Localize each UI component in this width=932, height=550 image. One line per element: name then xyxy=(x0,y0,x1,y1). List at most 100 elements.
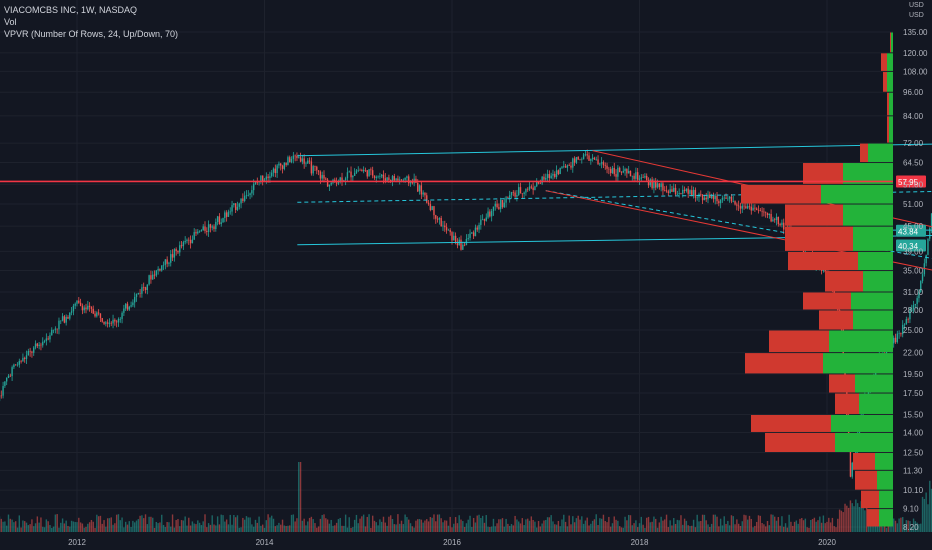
candle xyxy=(766,212,769,216)
volume-bar xyxy=(319,518,322,532)
candle xyxy=(550,175,552,179)
y-tick-label: 45.00 xyxy=(903,222,924,231)
candle xyxy=(316,166,318,171)
volume-bar xyxy=(703,514,706,532)
volume-bar xyxy=(530,516,533,532)
candle xyxy=(662,183,664,191)
candle xyxy=(272,168,275,173)
volume-bar xyxy=(853,506,855,532)
candle xyxy=(173,249,176,258)
volume-bar xyxy=(40,517,42,532)
volume-bar xyxy=(139,515,141,532)
candle xyxy=(453,235,455,241)
volume-bar xyxy=(750,518,752,532)
candle xyxy=(307,160,309,164)
candle xyxy=(364,169,367,171)
volume-bar xyxy=(754,525,756,532)
y-tick-label: 14.00 xyxy=(903,428,924,437)
volume-bar xyxy=(660,516,662,532)
candle xyxy=(737,205,740,207)
axis-unit-label: USD xyxy=(909,12,924,19)
volume-bar xyxy=(856,503,859,532)
candle xyxy=(476,227,478,230)
volume-bar xyxy=(716,516,718,532)
volume-bar xyxy=(784,523,787,532)
volume-bar xyxy=(225,519,228,532)
volume-bar xyxy=(74,521,76,532)
candle xyxy=(224,212,226,219)
volume-bar xyxy=(9,518,11,532)
candle xyxy=(667,191,670,193)
volume-bar xyxy=(795,520,798,532)
volume-bar xyxy=(914,521,917,532)
symbol-title[interactable]: VIACOMCBS INC, 1W, NASDAQ xyxy=(4,5,138,15)
vpvr-indicator-label[interactable]: VPVR (Number Of Rows, 24, Up/Down, 70) xyxy=(4,29,179,39)
vpvr-down-bar xyxy=(741,184,821,204)
volume-bar xyxy=(379,519,381,532)
volume-indicator-label[interactable]: Vol xyxy=(4,17,17,27)
volume-bar xyxy=(817,520,819,532)
candle xyxy=(79,302,82,306)
candle xyxy=(481,219,484,220)
candle xyxy=(69,312,71,319)
candle xyxy=(851,462,853,477)
volume-bar xyxy=(557,520,560,532)
volume-bar xyxy=(382,516,385,532)
candle xyxy=(824,268,826,272)
candle xyxy=(514,192,516,197)
candle xyxy=(581,159,583,161)
price-label-bg xyxy=(896,224,926,237)
candle xyxy=(568,165,570,166)
candle xyxy=(101,318,103,322)
candle xyxy=(56,328,58,330)
candle xyxy=(188,239,190,241)
candle xyxy=(175,249,177,252)
candle xyxy=(739,206,742,209)
volume-bar xyxy=(404,514,406,532)
candle xyxy=(781,222,783,226)
candle xyxy=(536,181,538,187)
x-axis[interactable]: 201220142016201820202022202420262028 xyxy=(68,538,932,547)
candle xyxy=(627,170,630,174)
volume-bar xyxy=(63,523,66,532)
volume-bar xyxy=(61,518,64,532)
candle xyxy=(110,322,112,324)
price-label: 40.34 xyxy=(898,242,919,251)
volume-bar xyxy=(846,505,848,532)
volume-bar xyxy=(281,519,284,532)
volume-bar xyxy=(402,524,405,532)
volume-bar xyxy=(7,514,10,532)
candle xyxy=(121,312,123,319)
volume-bar xyxy=(629,515,632,532)
volume-bar xyxy=(133,522,136,532)
volume-bar xyxy=(582,523,585,532)
volume-bar xyxy=(665,514,668,532)
volume-bar xyxy=(775,520,778,532)
candle xyxy=(719,199,722,204)
candle xyxy=(505,197,507,203)
candle xyxy=(716,195,718,202)
candle xyxy=(673,187,675,192)
chart-legend: VIACOMCBS INC, 1W, NASDAQ Vol VPVR (Numb… xyxy=(4,4,178,40)
volume-bar xyxy=(146,524,149,532)
candle xyxy=(319,171,322,179)
volume-bar xyxy=(269,517,271,532)
volume-bar xyxy=(498,519,500,532)
volume-bar xyxy=(189,525,192,532)
volume-bar xyxy=(575,518,578,532)
volume-bar xyxy=(453,523,455,532)
y-axis[interactable]: USD 8.20 9.10 10.10 11.30 12.50 14.00 15.50 17.5… xyxy=(903,2,928,532)
candle xyxy=(741,205,743,209)
volume-bar xyxy=(489,527,491,532)
candle xyxy=(337,181,340,184)
candle xyxy=(31,351,33,353)
y-tick-label: 19.50 xyxy=(903,370,924,379)
candle xyxy=(368,169,370,177)
volume-bar xyxy=(597,524,599,532)
volume-bar xyxy=(409,523,412,532)
volume-bar xyxy=(467,519,469,532)
candle xyxy=(772,219,774,222)
candle xyxy=(379,176,381,177)
volume-bar xyxy=(101,523,103,532)
